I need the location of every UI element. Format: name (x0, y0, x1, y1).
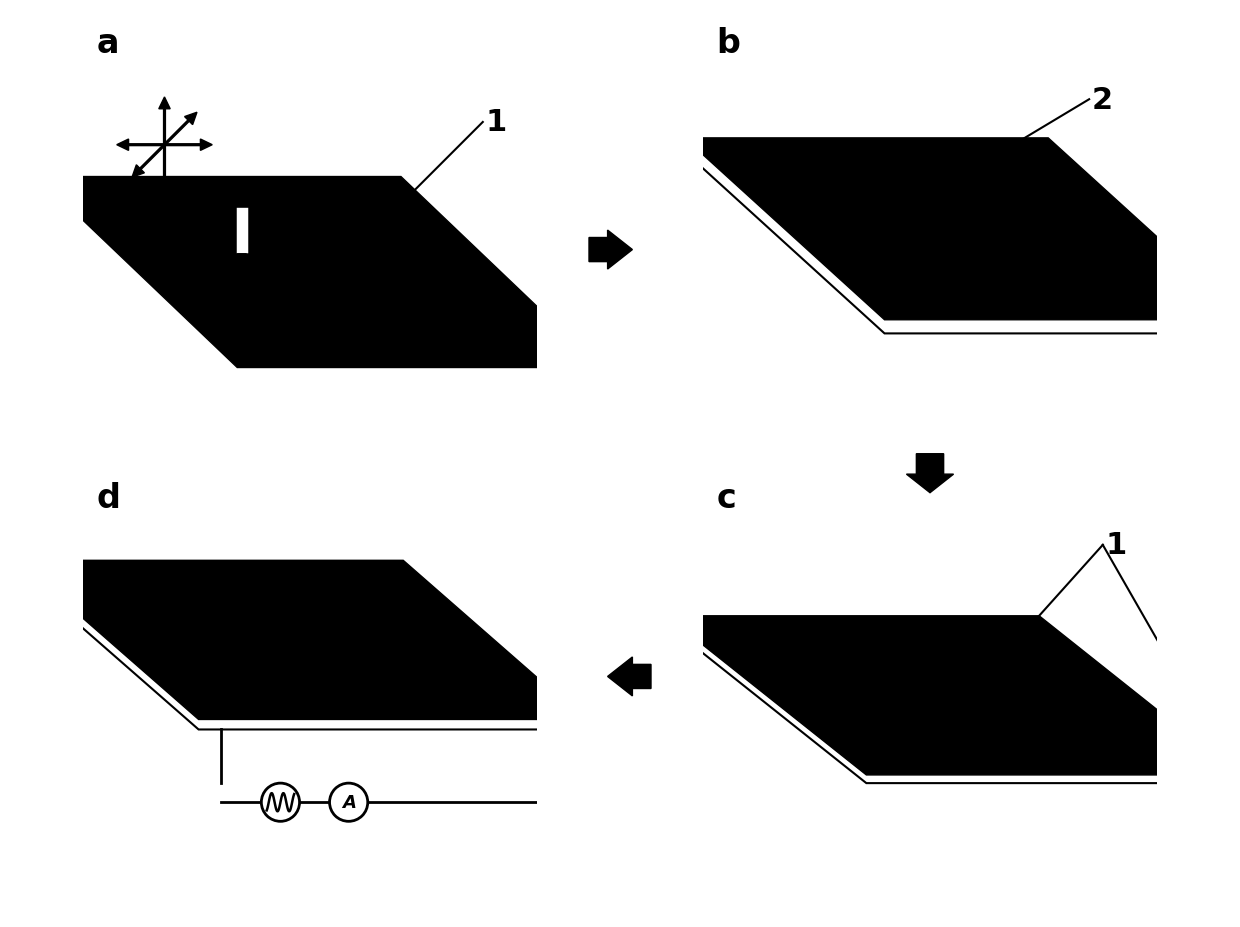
FancyArrow shape (117, 140, 165, 151)
Polygon shape (666, 616, 1239, 775)
Text: 1: 1 (1105, 531, 1126, 560)
Polygon shape (666, 624, 1239, 783)
Polygon shape (16, 571, 585, 730)
FancyArrow shape (159, 146, 170, 193)
Polygon shape (37, 177, 601, 368)
FancyArrow shape (164, 113, 197, 146)
Bar (234, 207, 248, 255)
Text: b: b (717, 28, 740, 60)
Text: d: d (97, 482, 120, 514)
Circle shape (330, 783, 368, 821)
FancyArrow shape (131, 145, 165, 178)
FancyArrow shape (159, 98, 170, 146)
Bar (233, 201, 250, 207)
Text: A: A (342, 794, 356, 811)
Polygon shape (684, 139, 1240, 321)
Bar (241, 191, 243, 201)
Polygon shape (237, 255, 247, 262)
Polygon shape (684, 152, 1240, 334)
Text: a: a (97, 28, 119, 60)
Text: 1: 1 (485, 108, 506, 137)
Circle shape (262, 783, 300, 821)
Text: 2: 2 (1091, 85, 1112, 115)
Polygon shape (16, 561, 585, 719)
Text: c: c (717, 482, 737, 514)
FancyArrow shape (165, 140, 212, 151)
